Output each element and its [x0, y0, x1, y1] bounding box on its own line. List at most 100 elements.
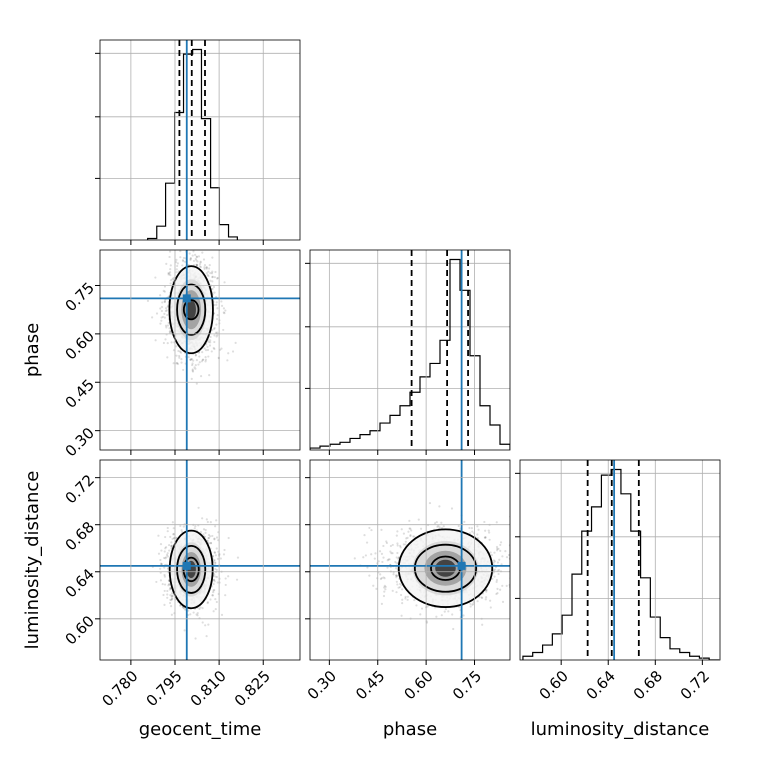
geocent_time-vs-luminosity_distance-sample-point	[209, 542, 212, 545]
geocent_time-vs-luminosity_distance-sample-point	[160, 563, 163, 566]
geocent_time-vs-luminosity_distance-sample-point	[211, 554, 215, 558]
geocent_time-vs-phase-sample-point	[215, 301, 218, 304]
geocent_time-vs-phase-sample-point	[175, 362, 178, 365]
phase-vs-luminosity_distance-sample-point	[492, 559, 496, 562]
geocent_time-vs-luminosity_distance-sample-point	[167, 543, 171, 547]
phase-vs-luminosity_distance-sample-point	[492, 561, 495, 564]
geocent_time-vs-luminosity_distance-sample-point	[157, 534, 160, 537]
geocent_time-vs-phase-sample-point	[194, 354, 197, 357]
geocent_time-vs-phase-sample-point	[176, 362, 180, 366]
geocent_time-vs-phase-sample-point	[169, 274, 172, 277]
phase-vs-luminosity_distance-sample-point	[499, 549, 502, 552]
geocent_time-vs-luminosity_distance-sample-point	[169, 594, 172, 597]
geocent_time-vs-phase-sample-point	[168, 250, 172, 253]
phase-vs-luminosity_distance-sample-point	[396, 551, 399, 555]
phase-vs-luminosity_distance-sample-point	[499, 543, 502, 547]
geocent_time-vs-luminosity_distance-sample-point	[207, 533, 211, 537]
geocent_time-hist-frame	[99, 39, 301, 241]
geocent_time-vs-phase-sample-point	[222, 311, 225, 314]
phase-vs-luminosity_distance-sample-point	[436, 525, 439, 528]
geocent_time-vs-phase-sample-point	[216, 334, 219, 337]
geocent_time-vs-luminosity_distance-sample-point	[212, 582, 215, 586]
geocent_time-vs-phase-sample-point	[167, 272, 170, 275]
phase-ytick-label: 0.75	[62, 279, 98, 315]
phase-vs-luminosity_distance-sample-point	[487, 529, 490, 532]
geocent_time-vs-phase-sample-point	[220, 304, 224, 307]
phase-vs-luminosity_distance-sample-point	[515, 579, 517, 581]
geocent_time-vs-phase-sample-point	[168, 271, 172, 274]
geocent_time-vs-luminosity_distance-sample-point	[161, 582, 164, 586]
phase-vs-luminosity_distance-sample-point	[507, 553, 510, 557]
phase-vs-luminosity_distance-sample-point	[468, 526, 471, 530]
geocent_time-vs-phase-truth-marker	[182, 294, 191, 303]
phase-vs-luminosity_distance-sample-point	[488, 538, 491, 541]
phase-vs-luminosity_distance-sample-point	[496, 547, 499, 550]
phase-vs-luminosity_distance-sample-point	[401, 598, 404, 601]
geocent_time-vs-phase-sample-point	[196, 263, 199, 266]
phase-vs-luminosity_distance-sample-point	[382, 544, 385, 548]
phase-vs-luminosity_distance-sample-point	[513, 560, 515, 562]
geocent_time-vs-phase-sample-point	[169, 268, 172, 271]
geocent_time-vs-phase-sample-point	[146, 299, 150, 302]
geocent_time-vs-luminosity_distance-sample-point	[189, 613, 192, 616]
geocent_time-hist-panel	[95, 39, 301, 245]
phase-vs-luminosity_distance-sample-point	[395, 556, 398, 559]
phase-vs-luminosity_distance-sample-point	[495, 592, 498, 596]
phase-vs-luminosity_distance-sample-point	[406, 536, 409, 539]
geocent_time-vs-phase-sample-point	[163, 290, 166, 293]
phase-vs-luminosity_distance-sample-point	[490, 554, 493, 557]
geocent_time-vs-luminosity_distance-sample-point	[214, 554, 217, 557]
geocent_time-vs-phase-sample-point	[214, 270, 217, 274]
geocent_time-vs-luminosity_distance-sample-point	[213, 537, 216, 540]
phase-vs-luminosity_distance-sample-point	[442, 525, 445, 528]
geocent_time-vs-luminosity_distance-sample-point	[209, 535, 212, 538]
geocent_time-vs-phase-sample-point	[189, 257, 192, 260]
geocent_time-vs-phase-sample-point	[215, 323, 218, 326]
geocent_time-vs-phase-sample-point	[180, 357, 183, 361]
geocent_time-vs-phase-sample-point	[163, 300, 166, 303]
geocent_time-vs-phase-sample-point	[179, 256, 182, 259]
phase-vs-luminosity_distance-sample-point	[463, 520, 466, 523]
phase-vs-luminosity_distance-sample-point	[525, 538, 527, 540]
phase-vs-luminosity_distance-sample-point	[388, 558, 391, 561]
phase-vs-luminosity_distance-sample-point	[399, 546, 402, 549]
geocent_time-xtick-label: 0.795	[143, 667, 186, 710]
geocent_time-vs-luminosity_distance-sample-point	[166, 530, 169, 533]
geocent_time-vs-phase-sample-point	[202, 258, 206, 261]
geocent_time-vs-phase-sample-point	[189, 358, 192, 361]
geocent_time-vs-phase-sample-point	[196, 260, 199, 263]
geocent_time-vs-luminosity_distance-sample-point	[195, 613, 198, 616]
geocent_time-vs-luminosity_distance-sample-point	[214, 561, 217, 564]
geocent_time-vs-luminosity_distance-sample-point	[167, 584, 170, 587]
geocent_time-vs-phase-sample-point	[203, 347, 206, 350]
geocent_time-vs-luminosity_distance-sample-point	[212, 610, 215, 613]
phase-vs-luminosity_distance-sample-point	[496, 587, 499, 590]
geocent_time-vs-phase-sample-point	[216, 277, 219, 280]
phase-vs-luminosity_distance-sample-point	[353, 557, 356, 560]
geocent_time-vs-luminosity_distance-sample-point	[206, 601, 209, 604]
geocent_time-vs-luminosity_distance-frame	[99, 459, 301, 661]
phase-vs-luminosity_distance-sample-point	[495, 578, 498, 582]
geocent_time-vs-phase-sample-point	[191, 370, 195, 373]
phase-vs-luminosity_distance-sample-point	[395, 534, 398, 537]
phase-ytick-label: 0.30	[62, 424, 98, 460]
phase-vs-luminosity_distance-sample-point	[395, 574, 398, 577]
geocent_time-vs-phase-sample-point	[216, 314, 219, 317]
geocent_time-vs-luminosity_distance-sample-point	[163, 603, 166, 606]
geocent_time-vs-phase-sample-point	[194, 257, 197, 261]
geocent_time-vs-phase-sample-point	[224, 309, 227, 312]
phase-vs-luminosity_distance-sample-point	[368, 526, 371, 530]
geocent_time-vs-luminosity_distance-sample-point	[182, 607, 186, 610]
geocent_time-vs-luminosity_distance-sample-point	[213, 538, 216, 541]
phase-vs-luminosity_distance-truth-marker	[457, 561, 466, 570]
geocent_time-vs-phase-sample-point	[182, 260, 185, 263]
geocent_time-vs-phase-sample-point	[199, 375, 203, 378]
geocent_time-vs-phase-sample-point	[211, 287, 214, 291]
geocent_time-vs-phase-sample-point	[205, 267, 208, 270]
geocent_time-vs-phase-sample-point	[176, 361, 179, 365]
phase-vs-luminosity_distance-sample-point	[386, 566, 389, 569]
geocent_time-vs-luminosity_distance-sample-point	[224, 583, 227, 587]
phase-vs-luminosity_distance-sample-point	[476, 600, 479, 603]
geocent_time-vs-phase-sample-point	[195, 358, 199, 362]
phase-vs-luminosity_distance-sample-point	[383, 586, 386, 589]
